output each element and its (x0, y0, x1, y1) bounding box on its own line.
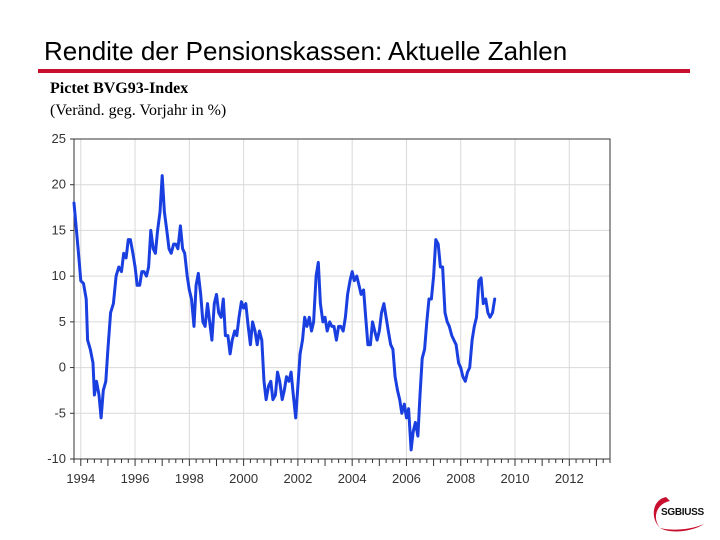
x-tick-label: 1996 (121, 471, 150, 486)
x-tick-label: 2002 (283, 471, 312, 486)
x-tick-label: 1994 (66, 471, 95, 486)
chart-grid (74, 138, 610, 460)
y-axis-ticks: -10 -5 0 5 10 15 20 25 (47, 131, 74, 466)
x-tick-label: 2004 (338, 471, 367, 486)
chart-unit-label: (Veränd. geg. Vorjahr in %) (50, 102, 227, 119)
x-tick-label: 2006 (392, 471, 421, 486)
logo-text: SGBIUSS (661, 507, 704, 518)
chart-subtitle: Pictet BVG93-Index (50, 80, 189, 97)
y-tick-label: 15 (52, 222, 66, 237)
y-tick-label: -5 (54, 405, 66, 420)
x-tick-label: 2010 (501, 471, 530, 486)
x-axis-ticks: 1994 1996 1998 2000 2002 2004 2006 2008 2010 2012 (66, 459, 611, 486)
series-line (72, 174, 497, 452)
title-underline (38, 69, 690, 73)
logo-swirl-icon (653, 497, 704, 532)
plot-frame (73, 138, 611, 460)
y-tick-label: -10 (47, 451, 66, 466)
chart-series (72, 174, 497, 452)
slide-title: Rendite der Pensionskassen: Aktuelle Zah… (44, 36, 568, 66)
y-tick-label: 10 (52, 268, 66, 283)
x-tick-label: 2012 (555, 471, 584, 486)
sgb-uss-logo: SGBIUSS (648, 494, 714, 534)
x-tick-label: 2008 (446, 471, 475, 486)
x-tick-label: 2000 (229, 471, 258, 486)
x-tick-label: 1998 (175, 471, 204, 486)
chart-axes (73, 138, 611, 460)
y-tick-label: 0 (59, 360, 66, 375)
y-tick-label: 5 (59, 314, 66, 329)
y-tick-label: 20 (52, 177, 66, 192)
y-tick-label: 25 (52, 131, 66, 146)
